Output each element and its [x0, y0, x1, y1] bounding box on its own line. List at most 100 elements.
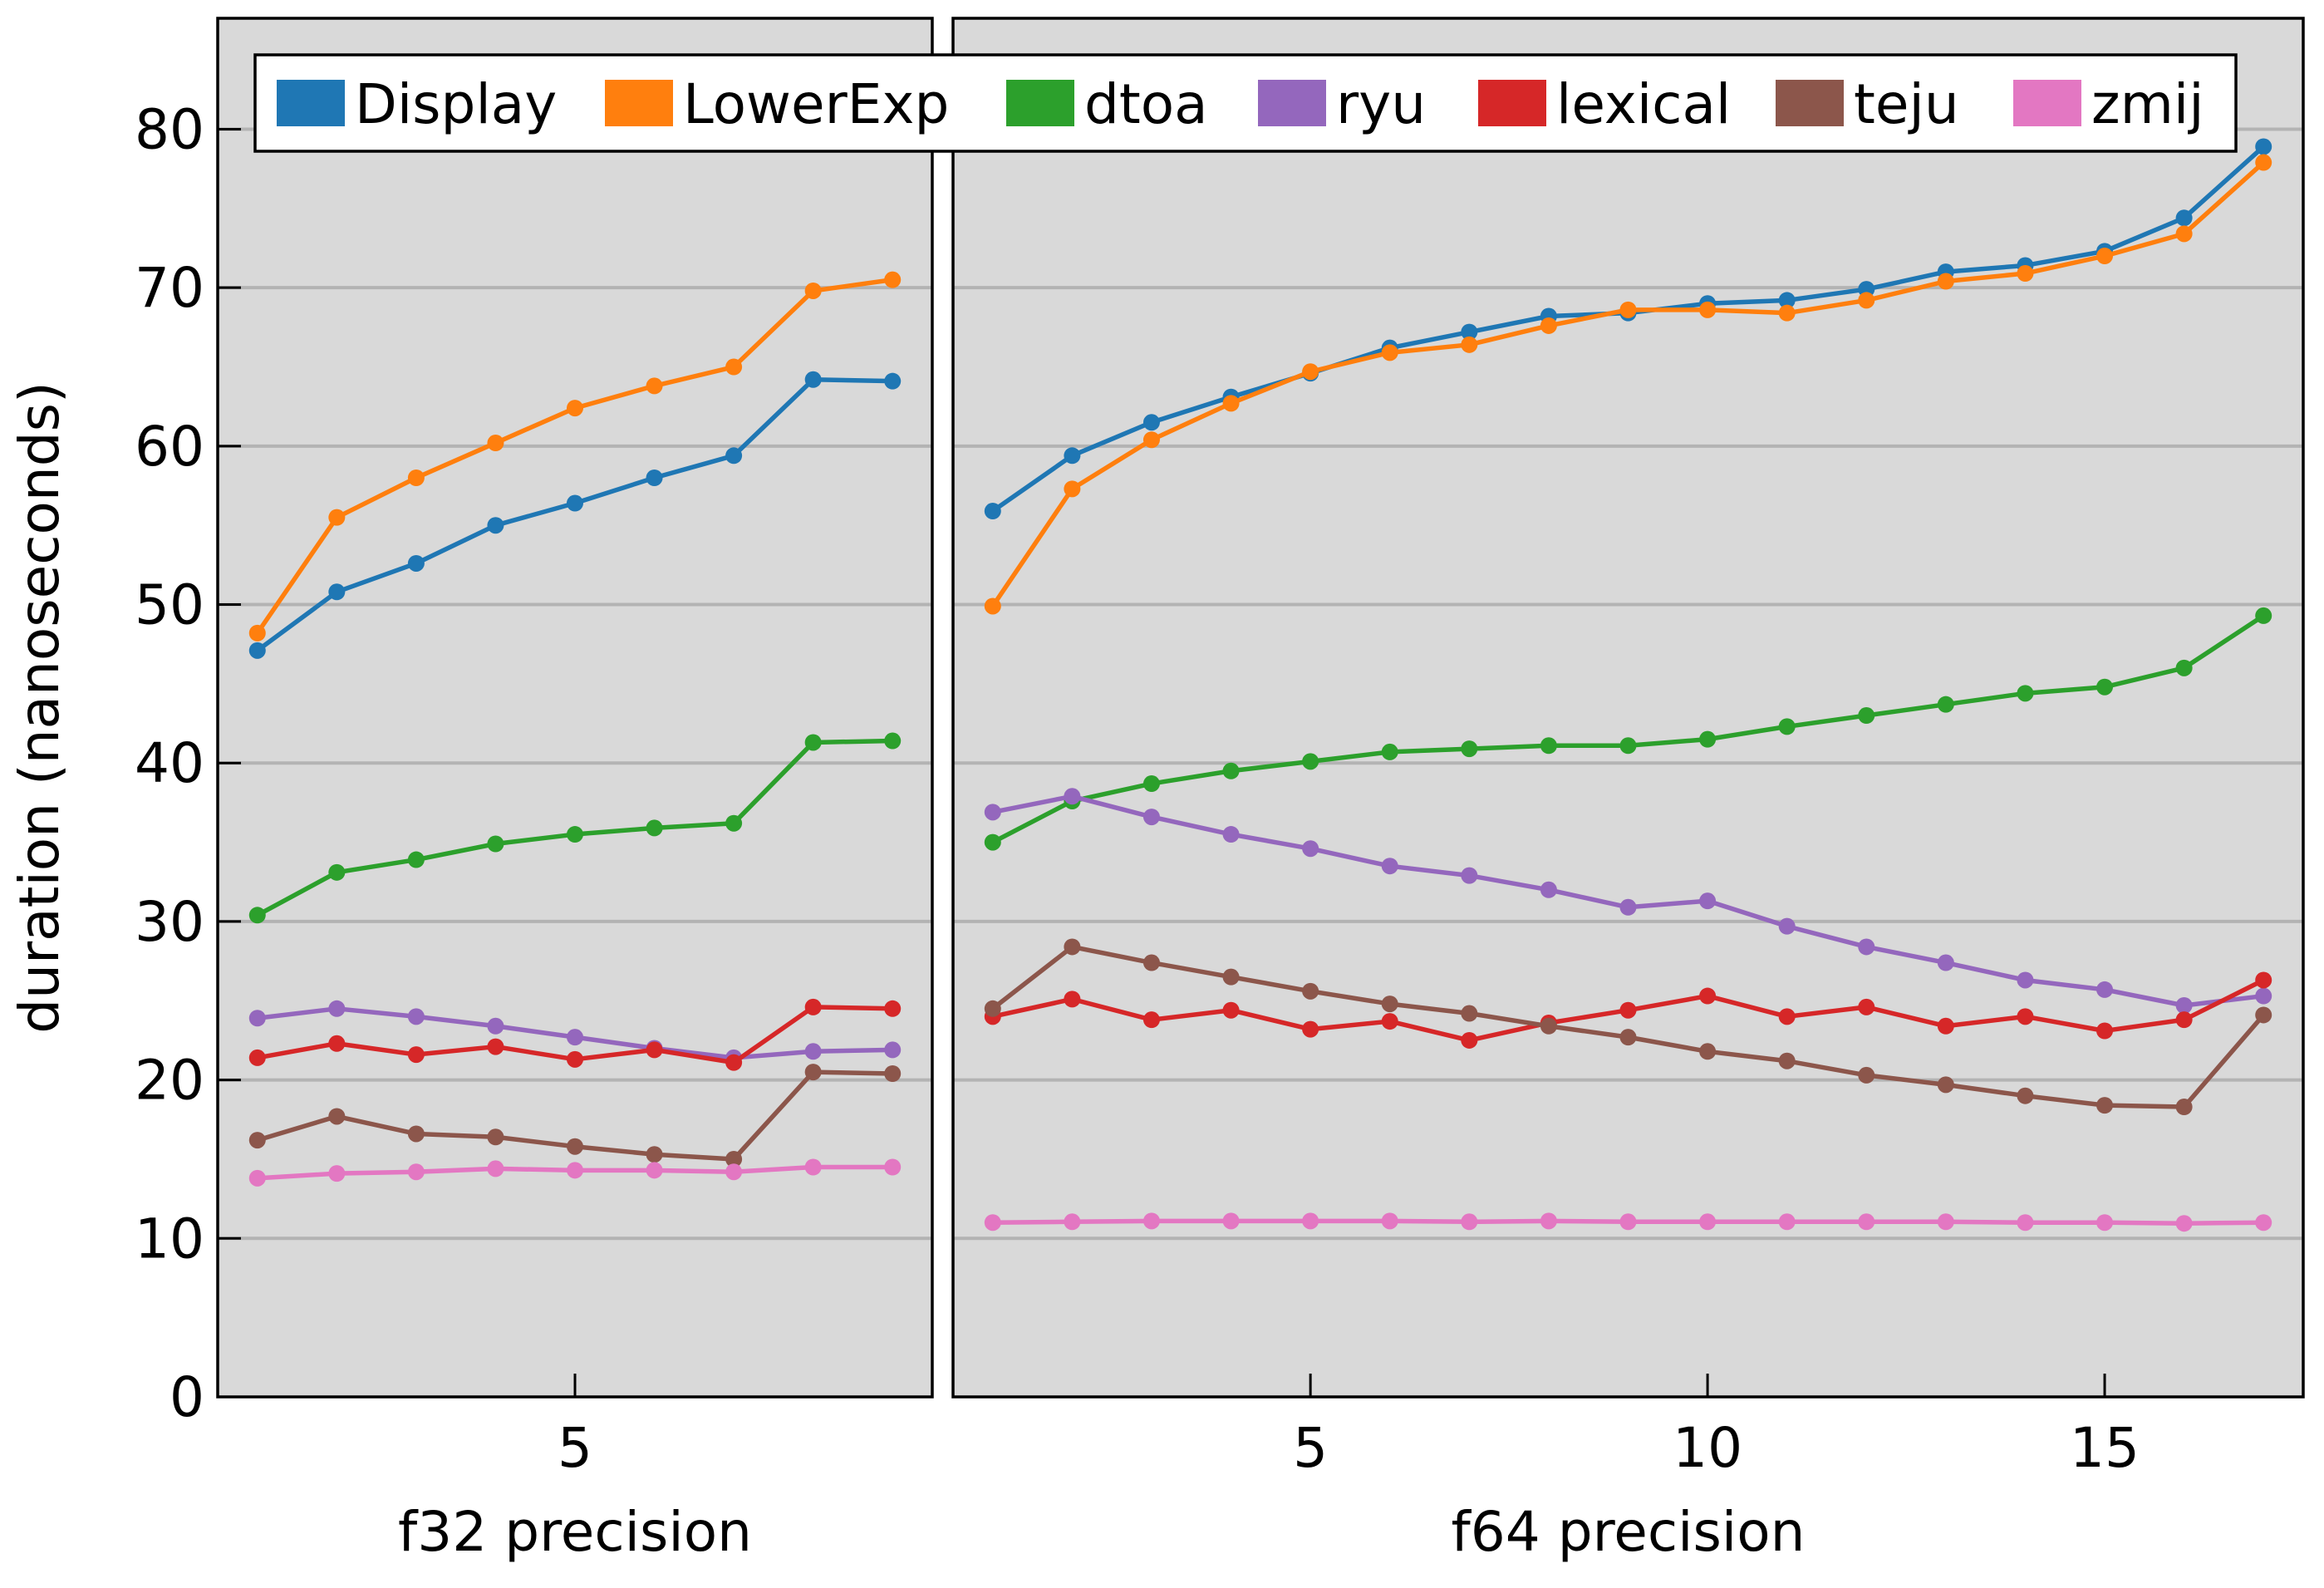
data-point-dtoa-10 — [1699, 730, 1717, 748]
data-point-lexical-6 — [1381, 1013, 1398, 1030]
data-point-dtoa-2 — [328, 863, 346, 881]
data-point-zmij-15 — [2096, 1214, 2114, 1232]
data-point-zmij-2 — [328, 1165, 346, 1182]
y-tick-label-50: 50 — [135, 573, 204, 637]
data-point-ryu-5 — [567, 1029, 583, 1046]
data-point-teju-16 — [2175, 1099, 2193, 1116]
data-point-teju-6 — [1381, 996, 1398, 1013]
data-point-ryu-11 — [1778, 917, 1796, 935]
data-point-dtoa-7 — [725, 814, 743, 832]
data-point-ryu-4 — [487, 1017, 504, 1035]
data-point-dtoa-1 — [248, 907, 266, 924]
data-point-lexical-7 — [1461, 1031, 1478, 1049]
data-point-dtoa-8 — [1540, 737, 1557, 755]
data-point-teju-1 — [984, 1000, 1001, 1017]
data-point-dtoa-13 — [1937, 696, 1954, 713]
data-point-display-17 — [2255, 138, 2272, 155]
legend-entry-display: Display — [277, 72, 557, 136]
data-point-ryu-9 — [1619, 898, 1637, 916]
data-point-zmij-13 — [1937, 1213, 1954, 1231]
data-point-zmij-8 — [1540, 1212, 1557, 1230]
data-point-lexical-15 — [2096, 1022, 2114, 1040]
data-point-teju-3 — [407, 1125, 425, 1143]
data-point-lowerexp-3 — [1142, 431, 1160, 449]
data-point-ryu-10 — [1699, 892, 1717, 910]
plot-background — [218, 18, 932, 1397]
data-point-zmij-9 — [884, 1158, 902, 1176]
data-point-zmij-11 — [1778, 1213, 1796, 1231]
legend-swatch-teju — [1776, 80, 1844, 126]
data-point-zmij-7 — [1461, 1213, 1478, 1231]
legend-entry-teju: teju — [1776, 72, 1959, 136]
data-point-zmij-3 — [1142, 1212, 1160, 1230]
data-point-lowerexp-8 — [804, 282, 822, 299]
data-point-zmij-16 — [2175, 1215, 2193, 1232]
data-point-display-4 — [487, 517, 504, 534]
legend-label-zmij: zmij — [2091, 72, 2204, 136]
x-tick-label-15: 15 — [2070, 1416, 2140, 1480]
legend-entry-ryu: ryu — [1258, 72, 1426, 136]
data-point-lowerexp-6 — [1381, 344, 1398, 361]
data-point-lowerexp-1 — [984, 597, 1001, 615]
data-point-display-11 — [1778, 292, 1796, 309]
data-point-lexical-1 — [248, 1049, 266, 1066]
legend-swatch-zmij — [2013, 80, 2081, 126]
data-point-dtoa-12 — [1858, 707, 1875, 725]
data-point-zmij-9 — [1619, 1213, 1637, 1231]
data-point-lowerexp-6 — [646, 377, 663, 395]
data-point-teju-2 — [1064, 938, 1081, 956]
data-point-display-3 — [407, 554, 425, 572]
legend-label-display: Display — [355, 72, 557, 136]
data-point-teju-3 — [1142, 954, 1160, 971]
data-point-teju-12 — [1858, 1066, 1875, 1084]
legend-label-teju: teju — [1854, 72, 1959, 136]
data-point-teju-4 — [1222, 968, 1240, 986]
data-point-display-1 — [984, 503, 1001, 520]
data-point-dtoa-5 — [567, 826, 583, 843]
data-point-display-5 — [567, 494, 583, 512]
data-point-display-7 — [1461, 323, 1478, 341]
data-point-dtoa-9 — [884, 732, 902, 750]
legend-label-dtoa: dtoa — [1084, 72, 1208, 136]
data-point-display-1 — [248, 642, 266, 659]
data-point-lexical-13 — [1937, 1017, 1954, 1035]
data-point-display-9 — [884, 372, 902, 390]
legend-frame — [253, 53, 2238, 153]
data-point-zmij-7 — [725, 1163, 743, 1181]
data-point-lowerexp-14 — [2017, 265, 2034, 283]
data-point-teju-7 — [725, 1150, 743, 1168]
data-point-teju-14 — [2017, 1087, 2034, 1104]
plot-background — [953, 18, 2303, 1397]
data-point-lowerexp-10 — [1699, 301, 1717, 318]
data-point-lexical-4 — [487, 1038, 504, 1055]
x-axis-label: f32 precision — [398, 1500, 752, 1564]
data-point-teju-5 — [567, 1138, 583, 1155]
data-point-ryu-8 — [1540, 881, 1557, 898]
data-point-dtoa-16 — [2175, 659, 2193, 676]
data-point-lexical-10 — [1699, 987, 1717, 1005]
legend-swatch-ryu — [1258, 80, 1326, 126]
data-point-lowerexp-9 — [884, 271, 902, 288]
data-point-zmij-5 — [1302, 1212, 1319, 1230]
data-point-ryu-14 — [2017, 971, 2034, 989]
legend-swatch-lowerexp — [605, 80, 673, 126]
data-point-ryu-12 — [1858, 938, 1875, 956]
data-point-ryu-2 — [1064, 788, 1081, 805]
data-point-zmij-4 — [1222, 1212, 1240, 1230]
legend-entry-zmij: zmij — [2013, 72, 2204, 136]
data-point-ryu-6 — [1381, 858, 1398, 875]
data-point-lexical-3 — [1142, 1011, 1160, 1029]
data-point-teju-4 — [487, 1128, 504, 1146]
data-point-zmij-1 — [984, 1214, 1001, 1232]
data-point-lowerexp-15 — [2096, 248, 2114, 265]
data-point-teju-8 — [804, 1064, 822, 1081]
data-point-dtoa-6 — [1381, 743, 1398, 760]
data-point-lexical-6 — [646, 1041, 663, 1059]
data-point-zmij-8 — [804, 1158, 822, 1176]
data-point-teju-6 — [646, 1146, 663, 1163]
data-point-teju-9 — [1619, 1029, 1637, 1046]
data-point-dtoa-15 — [2096, 678, 2114, 696]
data-point-lowerexp-13 — [1937, 273, 1954, 290]
data-point-ryu-5 — [1302, 840, 1319, 858]
